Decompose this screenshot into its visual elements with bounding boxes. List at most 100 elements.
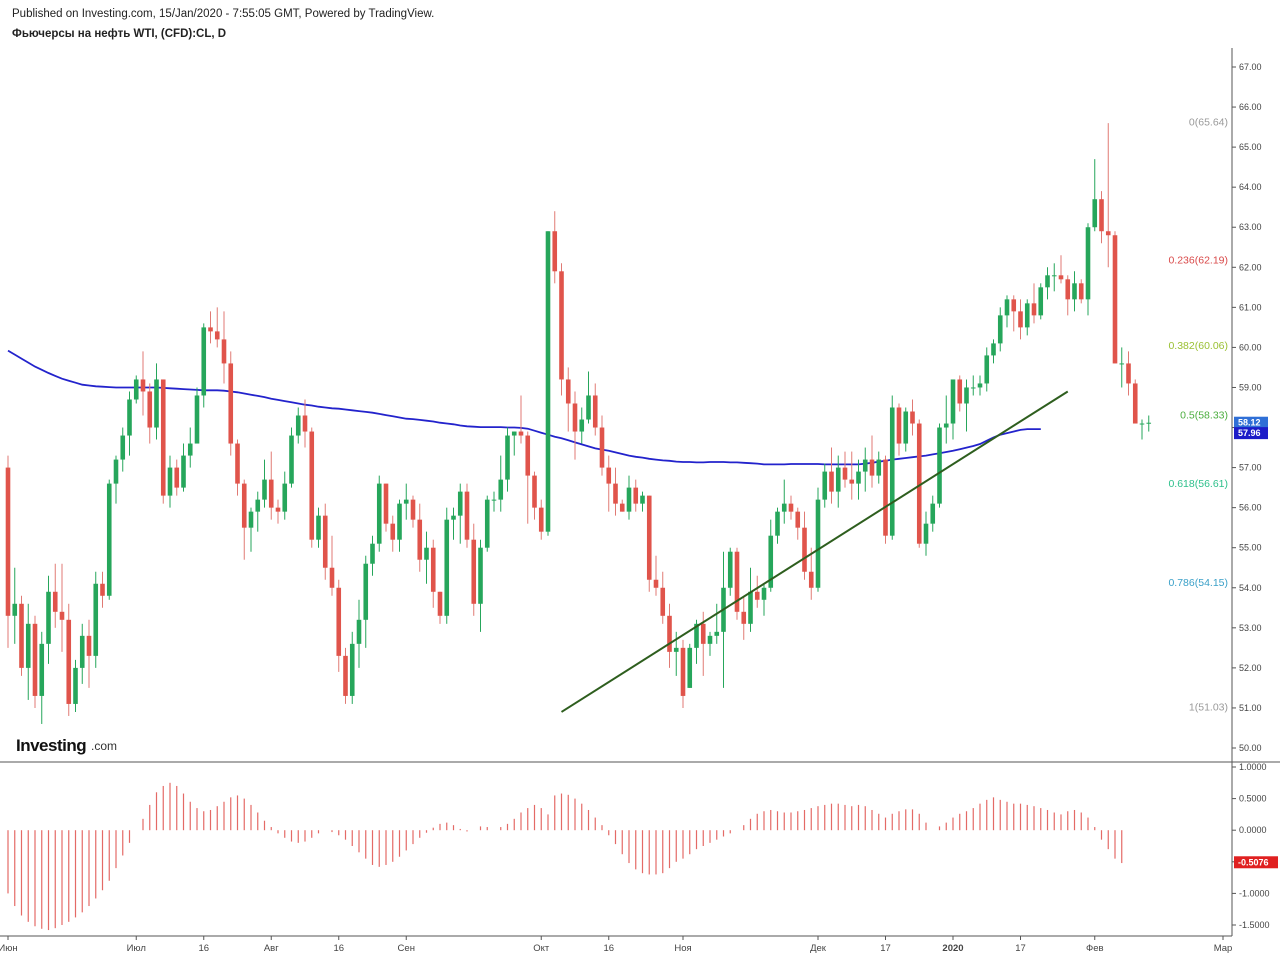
candle-body — [646, 495, 652, 580]
price-tick-label: 55.00 — [1239, 543, 1262, 553]
candle — [599, 415, 605, 476]
candle — [903, 407, 909, 452]
candle — [626, 475, 632, 520]
candle — [565, 367, 571, 432]
candle — [79, 623, 85, 684]
candle — [187, 427, 193, 468]
candle — [957, 375, 963, 412]
candle-body — [1078, 283, 1084, 300]
candle-body — [640, 495, 645, 504]
candle — [653, 555, 659, 596]
candle — [255, 491, 261, 532]
candle-body — [410, 499, 416, 520]
candle-body — [255, 499, 261, 512]
candle-body — [856, 471, 861, 484]
candle-body — [275, 507, 281, 512]
candle-body — [572, 403, 578, 432]
candle-body — [73, 667, 78, 704]
candle — [484, 495, 490, 552]
candle-body — [79, 635, 85, 668]
candle-body — [795, 511, 801, 528]
candle-body — [1105, 231, 1111, 236]
candle-body — [984, 355, 990, 384]
candle — [464, 483, 470, 548]
candle-body — [282, 483, 288, 512]
candle-body — [403, 499, 409, 504]
candle — [910, 399, 915, 436]
osc-value-badge-text: -0.5076 — [1238, 857, 1269, 867]
candle — [356, 599, 362, 668]
time-tick-label: Июн — [0, 943, 18, 954]
candle — [586, 371, 591, 424]
candle-body — [464, 491, 470, 540]
time-tick-label: Дек — [810, 943, 827, 954]
chart-frame — [0, 48, 1280, 937]
fibonacci-levels: 0(65.64) 0.236(62.19) 0.382(60.06) 0.5(58.3… — [1168, 116, 1228, 713]
candle-body — [781, 503, 787, 512]
candle — [457, 483, 463, 544]
candle-body — [491, 499, 497, 501]
candle-body — [741, 611, 747, 624]
candle — [282, 471, 288, 520]
price-tick-label: 66.00 — [1239, 102, 1262, 112]
candle — [52, 563, 58, 628]
candle — [221, 311, 227, 384]
investing-logo: Investing .com — [16, 736, 117, 755]
candle-body — [991, 343, 996, 356]
candle-body — [322, 515, 328, 568]
candle — [896, 403, 902, 456]
candle-body — [694, 623, 699, 648]
candle — [417, 503, 423, 572]
candle — [302, 399, 308, 448]
candle-body — [174, 467, 180, 488]
candle — [964, 379, 969, 432]
candle — [1112, 231, 1118, 364]
osc-tick-label: -1.0000 — [1239, 888, 1270, 898]
candle-body — [113, 459, 119, 484]
candle-body — [626, 487, 632, 512]
candle-body — [788, 503, 794, 512]
candle-body — [1085, 227, 1091, 300]
candle — [181, 443, 186, 492]
candle — [660, 571, 666, 624]
candle-body — [592, 395, 598, 428]
candle — [633, 479, 639, 512]
candle — [370, 535, 375, 576]
candle — [876, 451, 882, 484]
candle-body — [356, 619, 362, 644]
candle — [140, 351, 146, 416]
candle — [403, 483, 409, 520]
time-tick-label: 16 — [198, 943, 209, 954]
price-tick-label: 54.00 — [1239, 583, 1262, 593]
candle — [1045, 267, 1050, 300]
candle-body — [937, 427, 942, 504]
instrument-title: Фьючерсы на нефть WTI, (CFD):CL, D — [12, 28, 227, 40]
candle-body — [997, 315, 1003, 344]
time-tick-label: Сен — [398, 943, 415, 954]
candle — [127, 391, 132, 456]
candle — [856, 459, 861, 500]
candle-body — [187, 443, 193, 456]
candle-body — [1065, 279, 1071, 300]
candle-body — [457, 491, 463, 516]
candle-body — [633, 487, 639, 504]
candle-body — [545, 231, 551, 532]
candle — [451, 507, 456, 540]
candle-body — [876, 459, 882, 476]
trendline[interactable] — [560, 390, 1069, 713]
candle — [241, 479, 247, 560]
candle — [19, 595, 24, 676]
candle — [410, 495, 416, 528]
candle — [25, 603, 31, 700]
candle — [815, 487, 821, 592]
time-tick-label: 16 — [603, 943, 614, 954]
candle-body — [775, 511, 780, 536]
candle — [1126, 351, 1131, 396]
candle — [397, 499, 402, 552]
fib-level-label: 0.618(56.61) — [1168, 478, 1228, 490]
candle-body — [923, 523, 929, 544]
candle-body — [93, 583, 99, 656]
candle-body — [289, 435, 294, 484]
candle — [430, 539, 436, 608]
